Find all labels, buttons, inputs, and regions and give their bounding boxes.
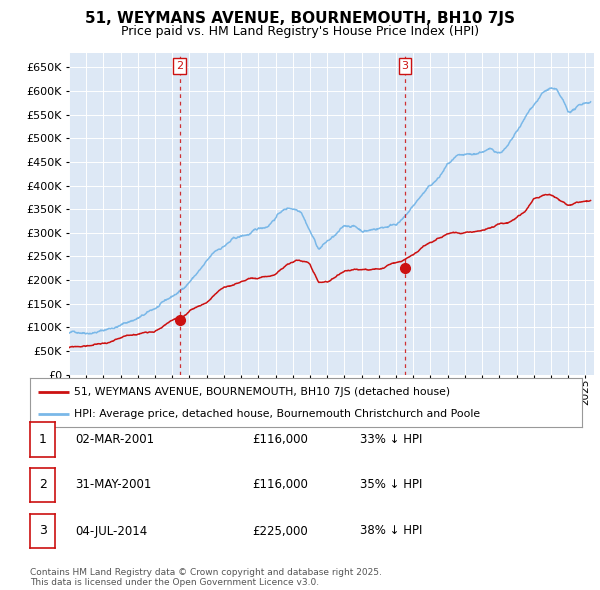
Text: 38% ↓ HPI: 38% ↓ HPI <box>360 525 422 537</box>
Text: 02-MAR-2001: 02-MAR-2001 <box>75 433 154 446</box>
Text: 31-MAY-2001: 31-MAY-2001 <box>75 478 151 491</box>
Text: Price paid vs. HM Land Registry's House Price Index (HPI): Price paid vs. HM Land Registry's House … <box>121 25 479 38</box>
Text: 33% ↓ HPI: 33% ↓ HPI <box>360 433 422 446</box>
Text: 1: 1 <box>38 433 47 446</box>
Text: 51, WEYMANS AVENUE, BOURNEMOUTH, BH10 7JS: 51, WEYMANS AVENUE, BOURNEMOUTH, BH10 7J… <box>85 11 515 25</box>
Text: 3: 3 <box>38 525 47 537</box>
Text: £116,000: £116,000 <box>252 433 308 446</box>
Text: £225,000: £225,000 <box>252 525 308 537</box>
Text: Contains HM Land Registry data © Crown copyright and database right 2025.
This d: Contains HM Land Registry data © Crown c… <box>30 568 382 587</box>
Text: 35% ↓ HPI: 35% ↓ HPI <box>360 478 422 491</box>
Text: HPI: Average price, detached house, Bournemouth Christchurch and Poole: HPI: Average price, detached house, Bour… <box>74 409 480 419</box>
Text: 51, WEYMANS AVENUE, BOURNEMOUTH, BH10 7JS (detached house): 51, WEYMANS AVENUE, BOURNEMOUTH, BH10 7J… <box>74 386 450 396</box>
Text: 2: 2 <box>38 478 47 491</box>
Text: 04-JUL-2014: 04-JUL-2014 <box>75 525 147 537</box>
Text: 2: 2 <box>176 61 183 71</box>
Text: 3: 3 <box>401 61 409 71</box>
Text: £116,000: £116,000 <box>252 478 308 491</box>
